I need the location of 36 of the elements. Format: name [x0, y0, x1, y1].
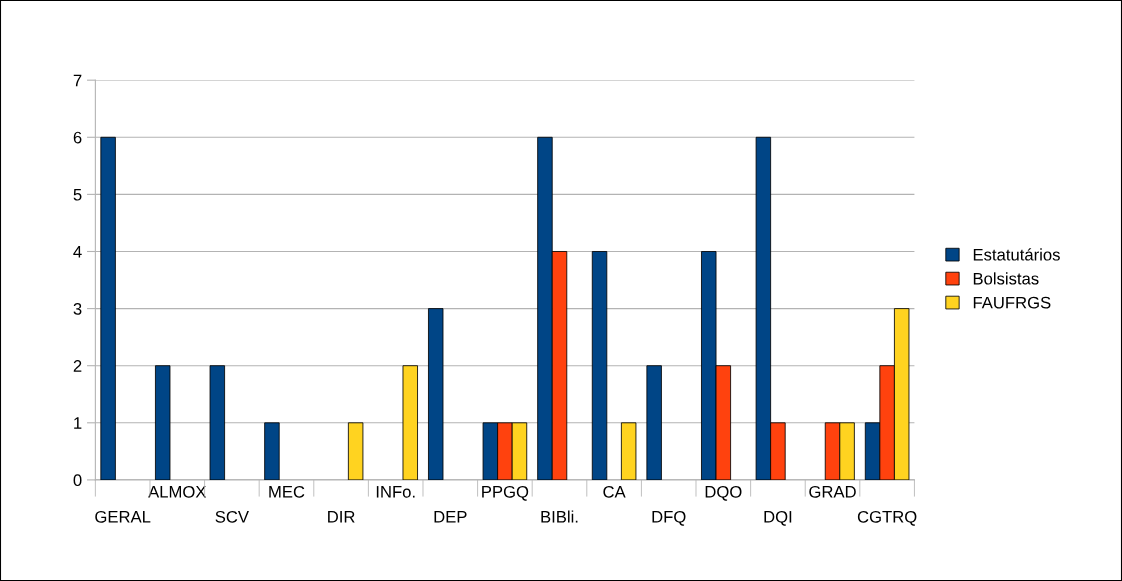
x-tick-label: DQO [705, 485, 742, 501]
bar [402, 365, 418, 480]
x-tick-label: GRAD [809, 485, 856, 498]
x-tick-label: CA [603, 485, 626, 498]
x-tick-label: SCV [215, 510, 249, 523]
y-tick-label: 3 [73, 303, 82, 315]
y-tick-label: 1 [74, 417, 82, 429]
y-tick-label: 7 [73, 74, 82, 87]
x-tick-label: MEC [269, 485, 305, 498]
x-tick-label: DQI [764, 510, 792, 526]
bar [347, 422, 364, 480]
bar [428, 308, 444, 480]
y-tick-label: 5 [73, 188, 82, 201]
x-tick-label: BIBli. [541, 510, 578, 523]
bar [209, 365, 226, 480]
x-tick-label: DEP [434, 511, 467, 523]
x-tick-label: PPGQ [482, 485, 529, 501]
legend-label: Bolsistas [973, 272, 1039, 285]
y-tick-label: 6 [73, 131, 82, 144]
y-tick-label: 4 [73, 246, 82, 258]
legend-label: FAUFRGS [973, 296, 1051, 309]
legend-label: Estatutários [973, 248, 1060, 261]
bar [264, 422, 280, 480]
bar [591, 251, 608, 480]
bar [646, 365, 662, 480]
x-tick-label: DIR [328, 511, 355, 523]
bar [620, 422, 637, 480]
bar [155, 365, 171, 480]
x-tick-label: CGTRQ [857, 510, 917, 526]
y-tick-label: 0 [73, 474, 82, 487]
x-tick-label: DFQ [652, 510, 686, 526]
bar [100, 136, 116, 480]
x-tick-label: ALMOX [148, 485, 207, 498]
y-tick-label: 2 [73, 360, 82, 372]
x-tick-label: GERAL [95, 510, 151, 523]
x-tick-label: INFo. [376, 486, 415, 498]
